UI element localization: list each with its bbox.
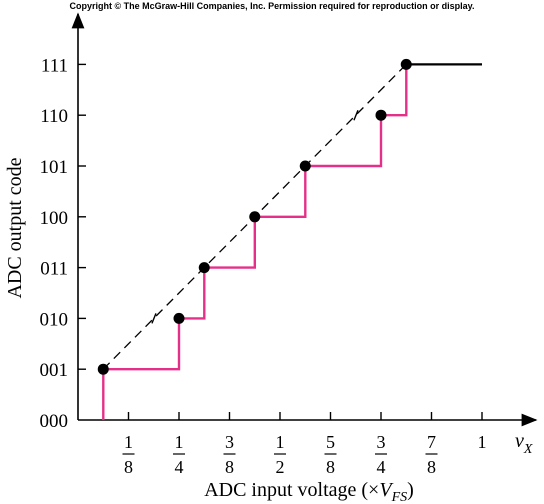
x-tick-denominator: 4: [377, 457, 386, 477]
y-tick-label: 001: [40, 360, 69, 381]
y-tick-label: 111: [41, 55, 68, 76]
staircase-series: [102, 63, 482, 420]
x-tick-denominator: 8: [124, 457, 133, 477]
y-tick-label: 000: [40, 411, 69, 432]
data-point: [173, 312, 185, 324]
data-point: [299, 160, 311, 172]
copyright-notice: Copyright © The McGraw-Hill Companies, I…: [69, 1, 475, 11]
x-axis-variable: vX: [515, 430, 533, 457]
y-tick-label: 110: [40, 106, 68, 127]
data-point: [375, 109, 387, 121]
x-tick-denominator: 8: [225, 457, 234, 477]
x-tick-numerator: 1: [276, 432, 285, 452]
x-tick-numerator: 1: [124, 432, 133, 452]
data-point: [97, 363, 109, 375]
x-tick-numerator: 7: [427, 432, 436, 452]
x-tick-numerator: 3: [377, 432, 386, 452]
axes: [71, 12, 538, 427]
data-point: [198, 262, 210, 274]
x-tick-numerator: 1: [175, 432, 184, 452]
x-tick-denominator: 2: [276, 457, 285, 477]
x-axis-label: ADC input voltage (×VFS): [204, 479, 414, 504]
x-tick-labels: 1 8 1 4 3 8 1 2 5 8 3 4 7 8 1: [122, 432, 487, 477]
x-tick-numerator: 3: [225, 432, 234, 452]
y-tick-label: 010: [40, 309, 69, 330]
x-tick-denominator: 4: [175, 457, 184, 477]
y-tick-label: 100: [40, 208, 69, 229]
y-tick-labels: 000 001 010 011 100 101 110 111: [40, 55, 69, 432]
data-point: [400, 58, 412, 70]
y-tick-label: 011: [40, 259, 68, 280]
data-points: [97, 58, 412, 375]
x-tick-numerator: 5: [326, 432, 335, 452]
data-point: [249, 211, 261, 223]
x-tick-label: 1: [478, 432, 487, 452]
y-tick-label: 101: [40, 157, 69, 178]
y-axis-label: ADC output code: [4, 157, 26, 298]
ideal-line-tick: [353, 109, 359, 121]
staircase-line: [102, 64, 408, 420]
x-tick-denominator: 8: [427, 457, 436, 477]
ideal-line-tick: [151, 313, 157, 324]
x-tick-denominator: 8: [326, 457, 335, 477]
